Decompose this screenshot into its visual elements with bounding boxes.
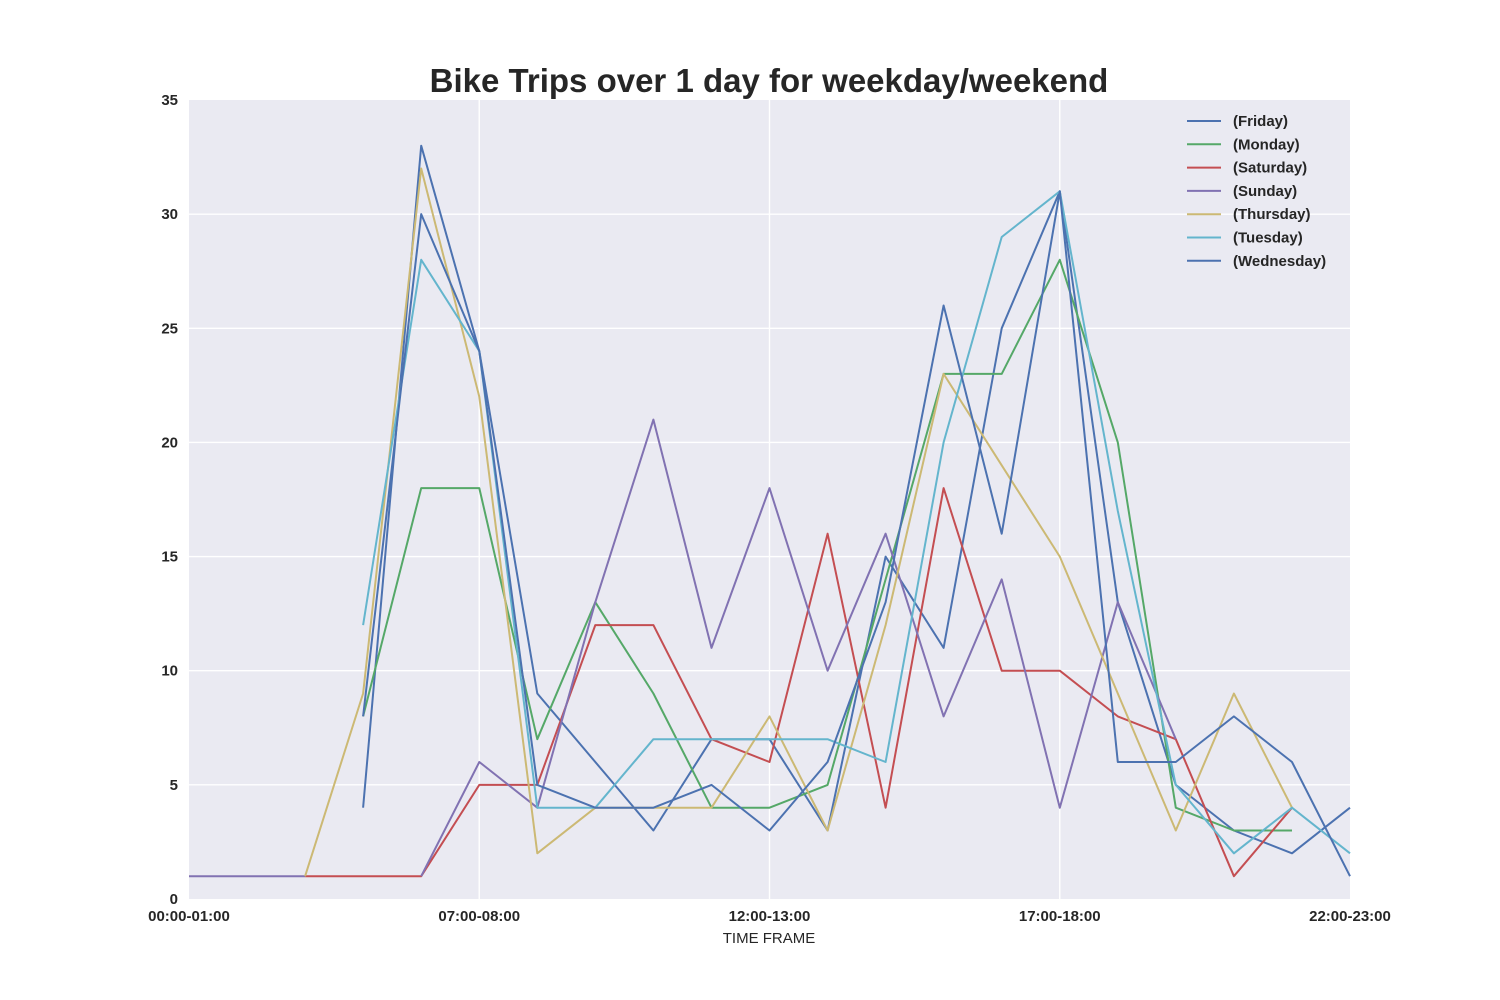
legend-label: (Wednesday) <box>1233 253 1326 270</box>
legend-label: (Saturday) <box>1233 160 1307 177</box>
x-tick-label: 12:00-13:00 <box>729 908 811 925</box>
legend-label: (Sunday) <box>1233 183 1297 200</box>
y-tick-label: 35 <box>161 92 178 109</box>
chart-title: Bike Trips over 1 day for weekday/weeken… <box>430 62 1109 99</box>
y-tick-label: 20 <box>161 434 178 451</box>
legend-label: (Thursday) <box>1233 206 1311 223</box>
y-tick-label: 0 <box>170 891 178 908</box>
legend: (Friday) (Monday) (Saturday) (Sunday) (Thurs… <box>1187 113 1326 270</box>
series-line <box>304 167 1293 877</box>
legend-label: (Friday) <box>1233 113 1288 130</box>
x-tick-label: 22:00-23:00 <box>1309 908 1391 925</box>
y-tick-label: 30 <box>161 206 178 223</box>
y-tick-label: 10 <box>161 663 178 680</box>
series-line <box>362 190 1351 855</box>
legend-label: (Tuesday) <box>1233 230 1303 247</box>
x-tick-label: 07:00-08:00 <box>438 908 520 925</box>
y-tick-label: 25 <box>161 320 178 337</box>
series-line <box>362 190 1351 877</box>
y-tick-label: 5 <box>170 777 178 794</box>
tick-labels: 0 5 10 15 20 25 30 35 00:00-01:00 07:00-08:00 12:0… <box>148 92 1391 925</box>
series-line <box>305 487 1293 878</box>
series-lines <box>189 144 1351 878</box>
y-tick-label: 15 <box>161 549 178 566</box>
legend-label: (Monday) <box>1233 136 1300 153</box>
series-line <box>362 144 1351 855</box>
x-axis-label: TIME FRAME <box>723 930 816 947</box>
x-tick-label: 00:00-01:00 <box>148 908 230 925</box>
series-line <box>420 418 1177 877</box>
x-tick-label: 17:00-18:00 <box>1019 908 1101 925</box>
